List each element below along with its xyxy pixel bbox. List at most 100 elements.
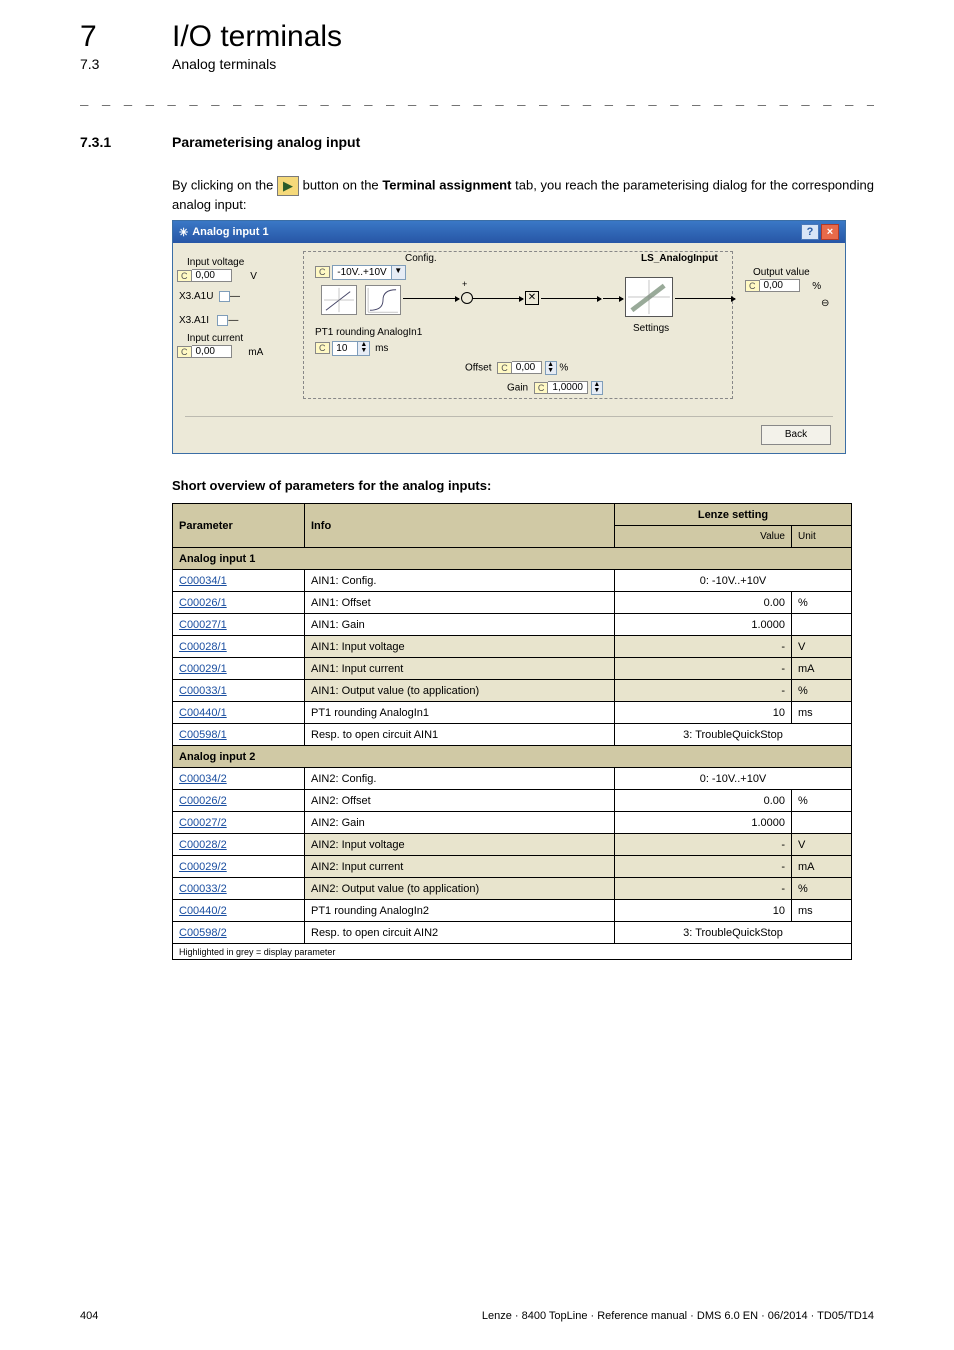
param-value: 0.00 — [615, 592, 792, 614]
param-info: AIN2: Config. — [305, 768, 615, 790]
param-link-cell: C00028/2 — [173, 834, 305, 856]
offset-unit: % — [559, 363, 568, 374]
param-info: AIN1: Input voltage — [305, 636, 615, 658]
config-graph-1 — [321, 285, 357, 315]
param-info: AIN2: Gain — [305, 812, 615, 834]
chapter-number: 7 — [80, 20, 172, 54]
param-unit: % — [792, 878, 852, 900]
gain-label: Gain — [507, 383, 528, 394]
intro-text-b: button on the — [303, 177, 383, 192]
param-value: 1.0000 — [615, 614, 792, 636]
th-unit: Unit — [792, 526, 852, 548]
intro-text-a: By clicking on the — [172, 177, 277, 192]
param-link-cell: C00034/2 — [173, 768, 305, 790]
th-parameter: Parameter — [173, 504, 305, 548]
param-unit: V — [792, 834, 852, 856]
param-link[interactable]: C00033/2 — [179, 883, 227, 895]
param-link[interactable]: C00029/1 — [179, 663, 227, 675]
input-current-unit: mA — [248, 347, 263, 358]
param-info: AIN1: Gain — [305, 614, 615, 636]
param-value: - — [615, 680, 792, 702]
subsection-number: 7.3.1 — [80, 134, 172, 150]
back-button[interactable]: Back — [761, 425, 831, 445]
play-button-icon: ▶ — [277, 176, 299, 196]
param-info: AIN1: Output value (to application) — [305, 680, 615, 702]
offset-spinner[interactable]: ▲▼ — [545, 361, 557, 375]
intro-paragraph: By clicking on the ▶ button on the Termi… — [172, 176, 874, 214]
chapter-title: I/O terminals — [172, 20, 342, 54]
param-link[interactable]: C00034/1 — [179, 575, 227, 587]
pt1-spinner[interactable]: 10▲▼ — [332, 341, 370, 356]
param-link-cell: C00598/2 — [173, 922, 305, 944]
help-button[interactable]: ? — [801, 224, 819, 240]
param-value: - — [615, 856, 792, 878]
param-unit: ms — [792, 900, 852, 922]
param-link-cell: C00440/1 — [173, 702, 305, 724]
param-link[interactable]: C00029/2 — [179, 861, 227, 873]
param-link[interactable]: C00598/2 — [179, 927, 227, 939]
param-value: - — [615, 658, 792, 680]
param-link[interactable]: C00440/1 — [179, 707, 227, 719]
param-info: AIN2: Input voltage — [305, 834, 615, 856]
param-link-cell: C00029/2 — [173, 856, 305, 878]
ls-block-graph[interactable] — [625, 277, 673, 317]
param-link-cell: C00029/1 — [173, 658, 305, 680]
param-info: Resp. to open circuit AIN1 — [305, 724, 615, 746]
param-info: AIN1: Input current — [305, 658, 615, 680]
table-group-header: Analog input 2 — [173, 746, 852, 768]
x3a1i-label: X3.A1I — — [179, 315, 238, 326]
pt1-unit: ms — [375, 343, 388, 354]
param-info: PT1 rounding AnalogIn2 — [305, 900, 615, 922]
gain-spinner[interactable]: ▲▼ — [591, 381, 603, 395]
config-graph-2 — [365, 285, 401, 315]
param-value: 3: TroubleQuickStop — [615, 922, 852, 944]
subsection-title: Parameterising analog input — [172, 134, 360, 150]
dialog-titlebar: ✳ Analog input 1 ? × — [173, 221, 845, 243]
x3a1i-checkbox[interactable] — [217, 315, 228, 326]
footer-text: Lenze · 8400 TopLine · Reference manual … — [98, 1310, 874, 1322]
param-link[interactable]: C00026/2 — [179, 795, 227, 807]
divider-dashes: _ _ _ _ _ _ _ _ _ _ _ _ _ _ _ _ _ _ _ _ … — [80, 90, 874, 106]
param-value: - — [615, 878, 792, 900]
param-link[interactable]: C00034/2 — [179, 773, 227, 785]
param-link[interactable]: C00027/1 — [179, 619, 227, 631]
param-link[interactable]: C00033/1 — [179, 685, 227, 697]
section-title: Analog terminals — [172, 56, 276, 72]
param-link[interactable]: C00027/2 — [179, 817, 227, 829]
table-footnote: Highlighted in grey = display parameter — [173, 944, 852, 960]
param-value: 1.0000 — [615, 812, 792, 834]
output-value-field: C0,00 — [745, 279, 800, 292]
param-value: 10 — [615, 900, 792, 922]
param-unit: mA — [792, 856, 852, 878]
param-link-cell: C00026/2 — [173, 790, 305, 812]
param-link-cell: C00033/2 — [173, 878, 305, 900]
close-button[interactable]: × — [821, 224, 839, 240]
param-link-cell: C00598/1 — [173, 724, 305, 746]
section-number: 7.3 — [80, 56, 172, 72]
output-value-label: Output value — [753, 267, 810, 278]
signal-arrow-1 — [403, 298, 459, 299]
input-current-field: C0,00 — [177, 345, 232, 358]
param-info: Resp. to open circuit AIN2 — [305, 922, 615, 944]
pt1-label: PT1 rounding AnalogIn1 — [315, 327, 422, 338]
param-unit: ms — [792, 702, 852, 724]
param-info: AIN1: Config. — [305, 570, 615, 592]
param-unit: % — [792, 790, 852, 812]
param-link[interactable]: C00028/2 — [179, 839, 227, 851]
settings-label: Settings — [633, 323, 669, 334]
dialog-divider — [185, 416, 833, 417]
intro-tab-name: Terminal assignment — [382, 177, 511, 192]
param-link-cell: C00028/1 — [173, 636, 305, 658]
param-link-cell: C00033/1 — [173, 680, 305, 702]
param-link[interactable]: C00028/1 — [179, 641, 227, 653]
x3a1u-checkbox[interactable] — [219, 291, 230, 302]
param-link[interactable]: C00598/1 — [179, 729, 227, 741]
param-link-cell: C00026/1 — [173, 592, 305, 614]
config-dropdown[interactable]: -10V..+10V▼ — [332, 265, 405, 280]
input-voltage-label: Input voltage — [187, 257, 244, 268]
param-link[interactable]: C00440/2 — [179, 905, 227, 917]
ls-analoginput-label: LS_AnalogInput — [641, 253, 718, 264]
signal-arrow-4 — [603, 298, 623, 299]
param-value: 3: TroubleQuickStop — [615, 724, 852, 746]
param-link[interactable]: C00026/1 — [179, 597, 227, 609]
